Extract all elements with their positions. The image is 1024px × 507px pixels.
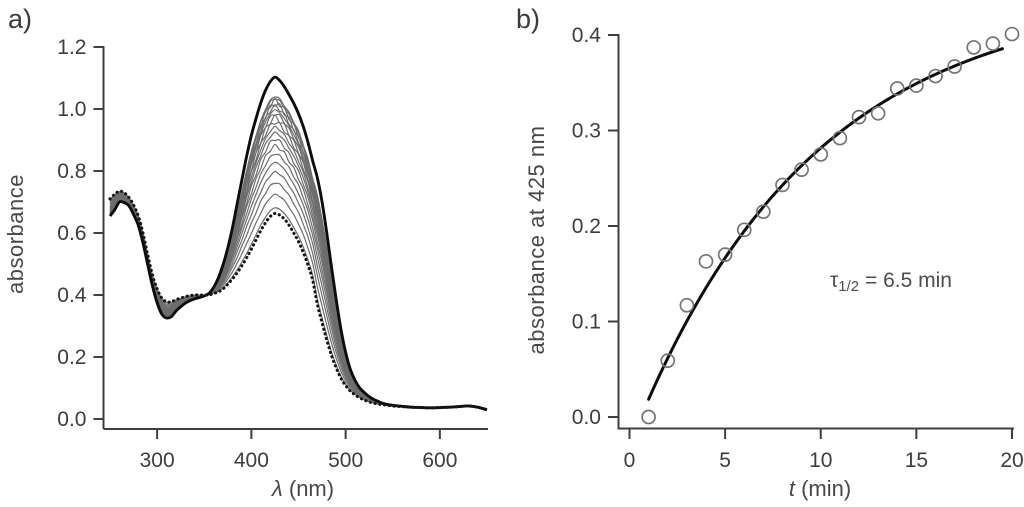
y-tick-label: 0.3 bbox=[572, 120, 601, 143]
kinetics-data-point bbox=[909, 78, 924, 93]
y-tick-label: 0.2 bbox=[57, 346, 86, 369]
y-tick-label: 0.6 bbox=[57, 222, 86, 245]
kinetics-data-point bbox=[736, 222, 752, 238]
half-life-annotation: τ1/2 = 6.5 min bbox=[830, 270, 952, 294]
kinetics-data-point bbox=[1004, 26, 1020, 42]
x-tick-label: 5 bbox=[719, 449, 731, 472]
final-spectrum-curve bbox=[108, 75, 488, 412]
y-tick-label: 0.8 bbox=[57, 160, 86, 183]
kinetics-data-point bbox=[717, 247, 733, 262]
kinetics-data-point bbox=[641, 409, 656, 425]
intermediate-spectrum-curve bbox=[109, 191, 488, 411]
intermediate-spectrum-curve bbox=[109, 102, 488, 411]
intermediate-spectrum-curve bbox=[109, 182, 488, 411]
kinetics-plot: 0.0 0.1 0.2 0.3 0.4 0 5 10 15 20 bbox=[572, 24, 1024, 472]
kinetics-data-point bbox=[794, 162, 809, 178]
kinetics-data-point bbox=[698, 253, 714, 269]
x-tick-label: 0 bbox=[624, 449, 636, 472]
x-tick-label: 20 bbox=[1000, 449, 1023, 472]
kinetics-data-point bbox=[851, 109, 867, 125]
x-tick-label: 500 bbox=[328, 449, 363, 472]
y-tick-label: 0.4 bbox=[57, 284, 87, 307]
panel-a-x-axis-title: λ (nm) bbox=[272, 478, 334, 500]
exponential-fit-line bbox=[647, 47, 1004, 401]
kinetics-data-point bbox=[870, 105, 886, 121]
intermediate-spectrum-curve bbox=[109, 161, 488, 411]
y-tick-label: 1.0 bbox=[57, 98, 86, 121]
kinetics-data-point bbox=[832, 130, 848, 146]
y-tick-label: 0.2 bbox=[572, 215, 601, 238]
intermediate-spectrum-curve bbox=[109, 131, 488, 411]
y-tick-label: 1.2 bbox=[57, 36, 86, 59]
time-symbol: t bbox=[788, 476, 795, 501]
panel-b-letter: b) bbox=[516, 4, 541, 34]
intermediate-spectrum-curve bbox=[109, 114, 488, 411]
y-tick-label: 0.0 bbox=[572, 406, 601, 429]
y-tick-label: 0.4 bbox=[572, 24, 602, 47]
kinetics-data-point bbox=[679, 297, 695, 313]
panel-b-x-axis-title: t (min) bbox=[789, 478, 851, 500]
x-tick-label: 600 bbox=[422, 449, 457, 472]
tau-symbol: τ bbox=[830, 269, 839, 292]
kinetics-data-point bbox=[889, 81, 905, 96]
intermediate-spectrum-curve bbox=[109, 113, 488, 411]
panel-b-y-axis-title: absorbance at 425 nm bbox=[524, 125, 549, 355]
kinetics-data-point bbox=[660, 353, 676, 369]
y-tick-label: 0.0 bbox=[57, 408, 86, 431]
half-life-value: = 6.5 min bbox=[859, 269, 952, 292]
intermediate-spectrum-curve bbox=[109, 125, 488, 411]
kinetics-data-point bbox=[985, 36, 1001, 51]
y-tick-label: 0.1 bbox=[572, 311, 601, 334]
kinetics-data-point bbox=[928, 68, 943, 84]
spectra-plot: 0.0 0.2 0.4 0.6 0.8 1.0 1.2 300 400 500 600 bbox=[57, 36, 489, 472]
kinetics-data-point bbox=[966, 40, 982, 55]
panel-a-letter: a) bbox=[8, 4, 33, 34]
kinetics-data-point bbox=[756, 204, 771, 220]
tau-subscript: 1/2 bbox=[838, 278, 860, 295]
x-tick-label: 300 bbox=[140, 449, 175, 472]
kinetics-data-point bbox=[775, 177, 790, 193]
kinetics-data-point bbox=[813, 147, 829, 162]
lambda-symbol: λ bbox=[271, 476, 283, 501]
x-tick-label: 15 bbox=[905, 449, 928, 472]
x-tick-label: 10 bbox=[809, 449, 832, 472]
panel-a-x-axis-unit: (nm) bbox=[282, 476, 335, 501]
intermediate-spectrum-curve bbox=[109, 170, 488, 411]
panel-a-y-axis-title: absorbance bbox=[3, 174, 28, 294]
initial-spectrum-dotted-curve bbox=[108, 189, 489, 412]
intermediate-spectrum-curve bbox=[109, 104, 488, 411]
x-tick-label: 400 bbox=[234, 449, 269, 472]
panel-b-x-axis-unit: (min) bbox=[794, 476, 852, 501]
kinetics-data-point bbox=[947, 59, 962, 74]
